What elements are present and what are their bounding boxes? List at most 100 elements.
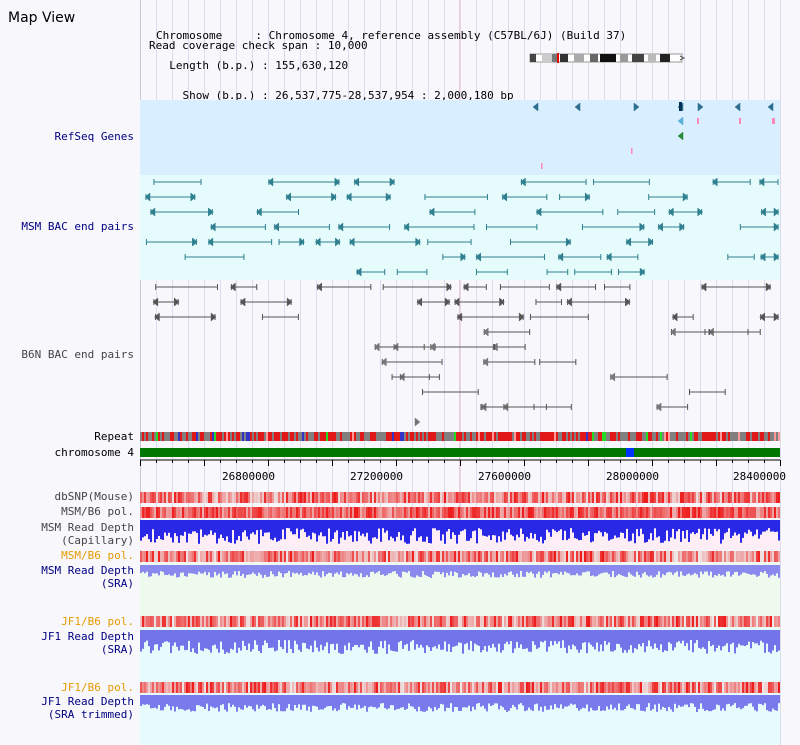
- heat-cell: [178, 507, 180, 518]
- heat-cell: [756, 507, 758, 518]
- heat-cell: [348, 551, 350, 562]
- heat-cell: [406, 682, 408, 693]
- depth-bar: [638, 695, 640, 705]
- jf1-trim-label-1[interactable]: JF1 Read Depth: [41, 695, 134, 708]
- depth-bar: [332, 630, 334, 644]
- heat-cell: [756, 682, 758, 693]
- repeat-segment: [534, 432, 536, 441]
- tick-label-2: 27200000: [350, 470, 403, 483]
- heat-cell: [180, 492, 182, 503]
- depth-bar: [432, 520, 434, 529]
- heat-cell: [748, 551, 750, 562]
- heat-cell: [226, 492, 228, 503]
- refseq-label[interactable]: RefSeq Genes: [54, 130, 134, 143]
- heat-cell: [236, 616, 238, 627]
- depth-bar: [514, 630, 516, 649]
- heat-cell: [474, 507, 476, 518]
- heat-cell: [774, 616, 776, 627]
- depth-bar: [634, 695, 636, 710]
- heat-cell: [766, 616, 768, 627]
- depth-bar: [696, 695, 698, 712]
- heat-cell: [556, 616, 558, 627]
- depth-bar: [744, 630, 746, 647]
- chromosome-ideogram[interactable]: [528, 52, 688, 66]
- heat-cell: [192, 492, 194, 503]
- repeat-segment: [246, 432, 248, 441]
- heat-cell: [628, 507, 630, 518]
- heat-cell: [662, 507, 664, 518]
- heat-cell: [424, 551, 426, 562]
- msm-capillary-label-1[interactable]: MSM Read Depth: [41, 521, 134, 534]
- msm-b6-pol-label-1[interactable]: MSM/B6 pol.: [61, 505, 134, 518]
- heat-cell: [738, 616, 740, 627]
- heat-cell: [200, 551, 202, 562]
- heat-cell: [314, 616, 316, 627]
- heat-cell: [548, 616, 550, 627]
- depth-bar: [658, 520, 660, 537]
- heat-cell: [478, 616, 480, 627]
- heat-cell: [730, 507, 732, 518]
- heat-cell: [142, 682, 144, 693]
- bac-end-arrow: [345, 192, 352, 202]
- depth-bar: [454, 520, 456, 535]
- heat-cell: [564, 616, 566, 627]
- msm-bac-label[interactable]: MSM BAC end pairs: [21, 220, 134, 233]
- depth-bar: [688, 695, 690, 708]
- refseq-features[interactable]: [140, 100, 780, 175]
- heat-cell: [578, 616, 580, 627]
- b6n-bac-label[interactable]: B6N BAC end pairs: [21, 348, 134, 361]
- heat-cell: [210, 616, 212, 627]
- heat-cell: [360, 492, 362, 503]
- depth-bar: [284, 695, 286, 712]
- heat-cell: [486, 682, 488, 693]
- repeat-segment: [566, 432, 568, 441]
- depth-bar: [376, 630, 378, 654]
- depth-bar: [160, 695, 162, 711]
- depth-bar: [366, 695, 368, 712]
- depth-bar: [526, 630, 528, 649]
- heat-cell: [362, 492, 364, 503]
- heat-cell: [376, 682, 378, 693]
- depth-bar: [496, 565, 498, 578]
- msm-bac-features[interactable]: [140, 175, 780, 280]
- msm-sra-label-1[interactable]: MSM Read Depth: [41, 564, 134, 577]
- depth-bar: [408, 695, 410, 704]
- heat-cell: [370, 616, 372, 627]
- heat-cell: [462, 507, 464, 518]
- bac-end-arrow: [760, 207, 766, 217]
- b6n-bac-features[interactable]: [140, 280, 780, 430]
- heat-cell: [332, 682, 334, 693]
- jf1-sra-label-1[interactable]: JF1 Read Depth: [41, 630, 134, 643]
- heat-cell: [390, 551, 392, 562]
- repeat-segment: [324, 432, 326, 441]
- dbsnp-label[interactable]: dbSNP(Mouse): [54, 490, 134, 503]
- jf1-b6-pol-label-2[interactable]: JF1/B6 pol.: [61, 681, 134, 694]
- jf1-b6-pol-label-1[interactable]: JF1/B6 pol.: [61, 615, 134, 628]
- repeat-segment: [386, 432, 388, 441]
- heat-cell: [528, 682, 530, 693]
- depth-bar: [494, 520, 496, 536]
- repeat-segment: [384, 432, 386, 441]
- heat-cell: [666, 507, 668, 518]
- depth-bar: [424, 630, 426, 653]
- heat-cell: [658, 682, 660, 693]
- heat-cell: [670, 492, 672, 503]
- heat-cell: [770, 682, 772, 693]
- depth-bar: [200, 520, 202, 530]
- repeat-segment: [698, 432, 700, 441]
- depth-bar: [258, 565, 260, 573]
- heat-cell: [490, 551, 492, 562]
- heat-cell: [456, 616, 458, 627]
- depth-bar: [200, 630, 202, 651]
- repeat-segment: [726, 432, 728, 441]
- heat-cell: [274, 551, 276, 562]
- heat-cell: [160, 492, 162, 503]
- heat-cell: [216, 682, 218, 693]
- msm-b6-pol-label-2[interactable]: MSM/B6 pol.: [61, 549, 134, 562]
- depth-bar: [156, 695, 158, 709]
- heat-cell: [762, 507, 764, 518]
- depth-bar: [278, 695, 280, 705]
- gene-arrow: [697, 102, 704, 112]
- heat-cell: [238, 682, 240, 693]
- depth-bar: [770, 695, 772, 712]
